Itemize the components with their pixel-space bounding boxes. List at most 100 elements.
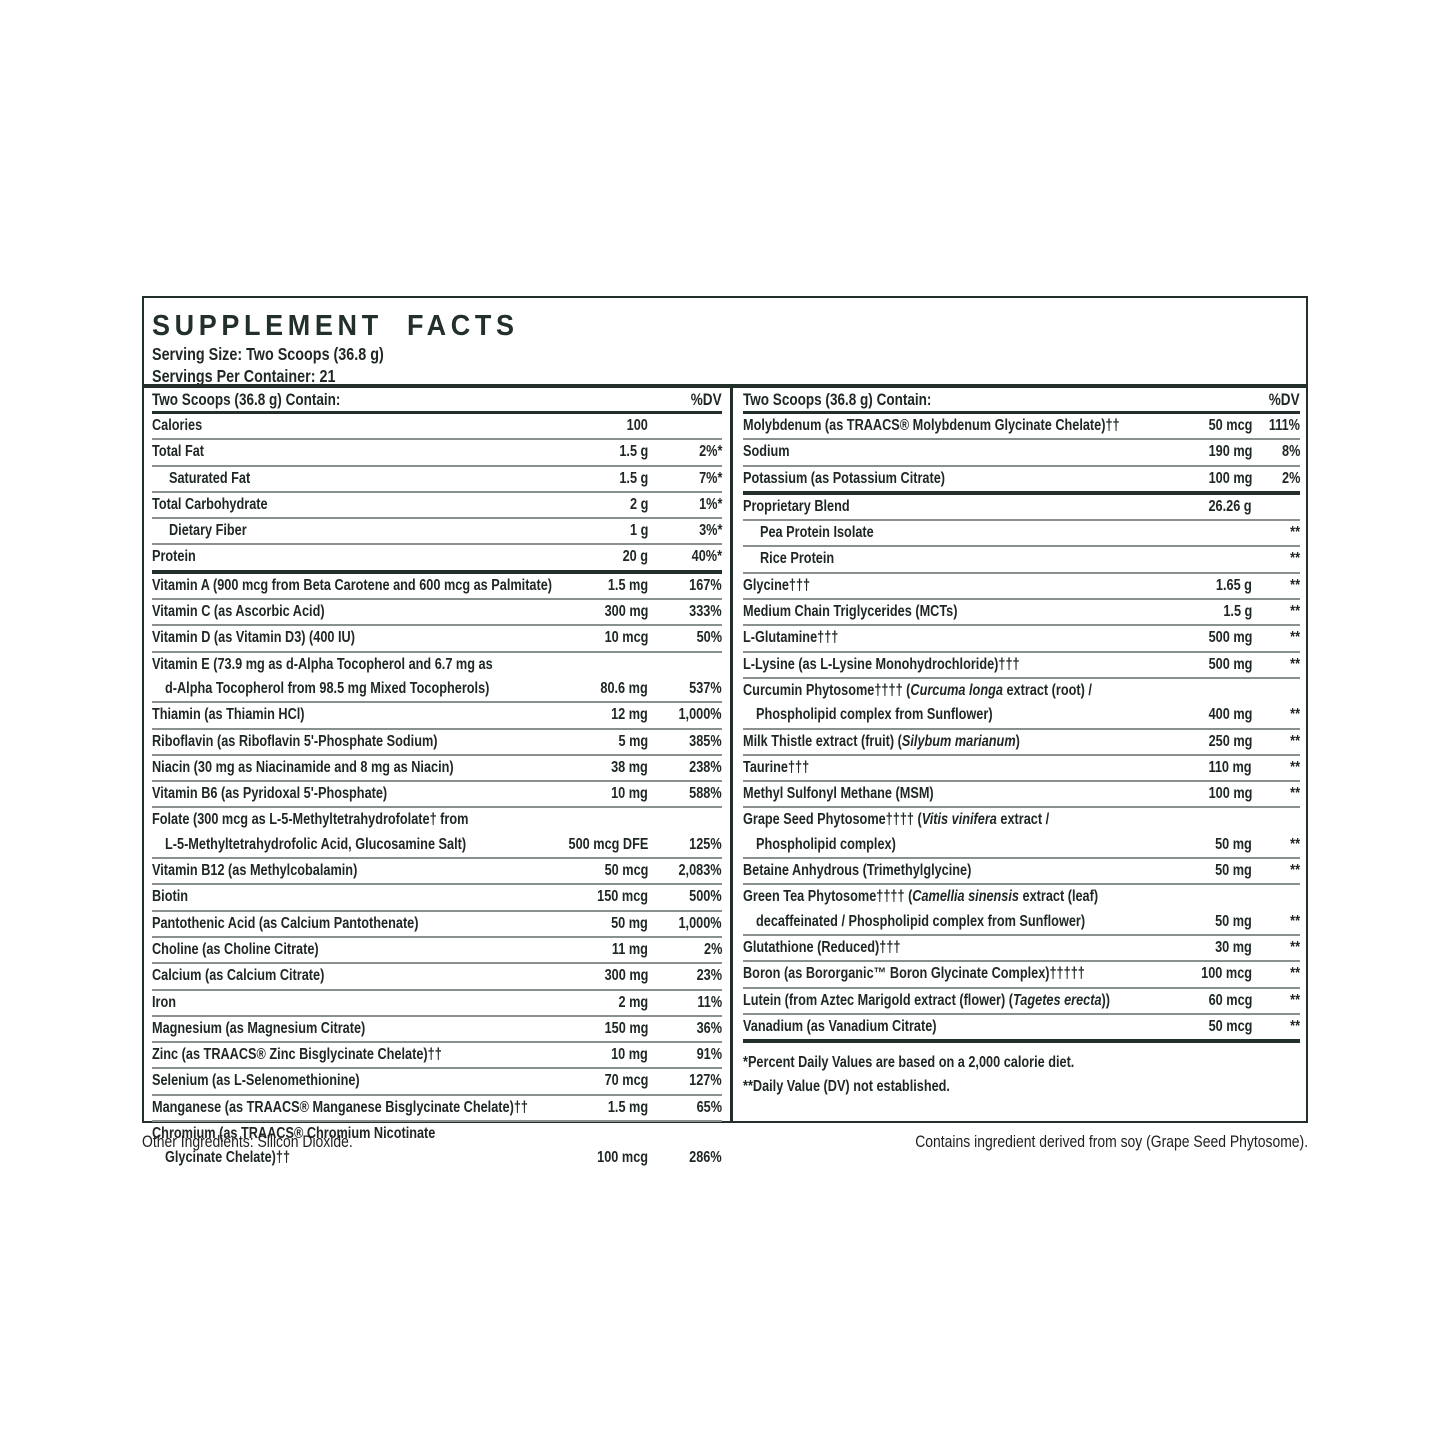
amount-text: 100 mcg: [597, 1149, 648, 1167]
dv-text: **: [1290, 524, 1300, 542]
name-segment: decaffeinated / Phospholipid complex fro…: [756, 912, 1086, 930]
row-line: Glycine††† 1.65 g **: [743, 574, 1300, 598]
ingredient-amount: 100 mcg: [536, 1146, 648, 1170]
name-segment: Protein: [152, 548, 196, 566]
row-line: Vitamin E (73.9 mg as d-Alpha Tocopherol…: [152, 653, 722, 677]
name-segment: Magnesium (as Magnesium Citrate): [152, 1019, 366, 1037]
name-segment: Glycine†††: [743, 576, 811, 594]
table-row: Folate (300 mcg as L-5-Methyltetrahydrof…: [152, 806, 722, 857]
ingredient-name-text: Glutathione (Reduced)†††: [743, 936, 900, 960]
row-line: Potassium (as Potassium Citrate) 100 mg 2%: [743, 467, 1300, 491]
ingredient-dv: **: [1252, 989, 1300, 1013]
table-row: Magnesium (as Magnesium Citrate) 150 mg 36…: [152, 1014, 722, 1041]
dv-text: 2%*: [698, 443, 722, 461]
ingredient-dv: **: [1252, 910, 1300, 934]
name-segment: Curcumin Phytosome†††† (: [743, 681, 911, 699]
row-line: Green Tea Phytosome†††† (Camellia sinens…: [743, 885, 1300, 909]
row-line: Manganese (as TRAACS® Manganese Bisglyci…: [152, 1096, 722, 1120]
name-segment: Chromium (as TRAACS® Chromium Nicotinate: [152, 1125, 436, 1143]
ingredient-name: Glutathione (Reduced)†††: [743, 936, 1144, 960]
name-segment: Betaine Anhydrous (Trimethylglycine): [743, 862, 972, 880]
name-segment: Vitamin B6 (as Pyridoxal 5'-Phosphate): [152, 785, 388, 803]
name-segment: Folate (300 mcg as L-5-Methyltetrahydrof…: [152, 811, 469, 829]
ingredient-name-text: Potassium (as Potassium Citrate): [743, 467, 945, 491]
ingredient-amount: 20 g: [536, 545, 648, 569]
ingredient-name: Vitamin B12 (as Methylcobalamin): [152, 859, 536, 883]
name-segment: Grape Seed Phytosome†††† (: [743, 811, 922, 829]
ingredient-amount: 100 mg: [1144, 467, 1252, 491]
ingredient-name-text: Betaine Anhydrous (Trimethylglycine): [743, 859, 971, 883]
ingredient-name: Vitamin C (as Ascorbic Acid): [152, 600, 536, 624]
ingredient-name: Taurine†††: [743, 756, 1144, 780]
dv-text: 286%: [689, 1149, 722, 1167]
amount-text: 50 mcg: [604, 862, 648, 880]
ingredient-amount: 12 mg: [536, 703, 648, 727]
column-header-text: Two Scoops (36.8 g) Contain:: [743, 391, 932, 409]
dv-text: **: [1290, 785, 1300, 803]
dv-text: **: [1290, 991, 1300, 1009]
table-row: Vitamin E (73.9 mg as d-Alpha Tocopherol…: [152, 650, 722, 702]
footnote: **Daily Value (DV) not established.: [743, 1075, 1300, 1099]
ingredient-name: Total Fat: [152, 440, 536, 464]
ingredient-name: Manganese (as TRAACS® Manganese Bisglyci…: [152, 1096, 536, 1120]
ingredient-name: Riboflavin (as Riboflavin 5'-Phosphate S…: [152, 730, 536, 754]
dv-text: 1,000%: [678, 914, 722, 932]
nutrients-column-right: Two Scoops (36.8 g) Contain: %DV Molybde…: [743, 388, 1300, 1121]
row-line: Glutathione (Reduced)††† 30 mg **: [743, 936, 1300, 960]
ingredient-name: Selenium (as L-Selenomethionine): [152, 1069, 536, 1093]
ingredient-amount: 70 mcg: [536, 1069, 648, 1093]
table-row: Green Tea Phytosome†††† (Camellia sinens…: [743, 883, 1300, 934]
ingredient-name: decaffeinated / Phospholipid complex fro…: [743, 910, 1144, 934]
dv-text: 91%: [696, 1046, 722, 1064]
ingredient-amount: 30 mg: [1144, 936, 1252, 960]
ingredient-name: Glycine†††: [743, 574, 1144, 598]
row-line: Folate (300 mcg as L-5-Methyltetrahydrof…: [152, 808, 722, 832]
dv-text: 238%: [689, 758, 722, 776]
row-line: Sodium 190 mg 8%: [743, 440, 1300, 464]
amount-text: 11 mg: [611, 940, 648, 958]
table-row: Potassium (as Potassium Citrate) 100 mg 2%: [743, 464, 1300, 491]
latin-name-italic: Vitis vinifera: [921, 811, 997, 829]
name-segment: Choline (as Choline Citrate): [152, 940, 319, 958]
row-line: Vitamin D (as Vitamin D3) (400 IU) 10 mcg…: [152, 626, 722, 650]
amount-text: 60 mcg: [1208, 991, 1252, 1009]
header-rule: [144, 384, 1306, 388]
serving-size-line: Serving Size: Two Scoops (36.8 g): [152, 343, 1298, 365]
row-line: Rice Protein **: [743, 547, 1300, 571]
dv-text: **: [1290, 629, 1300, 647]
ingredient-amount: 2 mg: [536, 991, 648, 1015]
ingredient-dv: 500%: [648, 885, 722, 909]
dv-text: **: [1290, 912, 1300, 930]
amount-text: 2 mg: [618, 993, 648, 1011]
name-segment: L-5-Methyltetrahydrofolic Acid, Glucosam…: [165, 835, 467, 853]
dv-text: 11%: [697, 993, 722, 1011]
ingredient-amount: 1.5 g: [536, 467, 648, 491]
name-segment: Potassium (as Potassium Citrate): [743, 469, 946, 487]
ingredient-name-text: Total Carbohydrate: [152, 493, 268, 517]
dv-text: **: [1290, 835, 1300, 853]
ingredient-name-text: Chromium (as TRAACS® Chromium Nicotinate: [152, 1122, 435, 1146]
nutrients-column-left: Two Scoops (36.8 g) Contain: %DV Calorie…: [152, 388, 722, 1166]
amount-text: 150 mg: [604, 1019, 648, 1037]
ingredient-amount: 100 mg: [1144, 782, 1252, 806]
name-segment: Molybdenum (as TRAACS® Molybdenum Glycin…: [743, 417, 1120, 434]
row-line: Medium Chain Triglycerides (MCTs) 1.5 g **: [743, 600, 1300, 624]
amount-text: 5 mg: [618, 732, 648, 750]
supplement-facts-panel: SUPPLEMENT FACTS Serving Size: Two Scoop…: [142, 296, 1308, 1166]
ingredient-name: Proprietary Blend: [743, 495, 1144, 519]
ingredient-name-text: Riboflavin (as Riboflavin 5'-Phosphate S…: [152, 730, 438, 754]
amount-text: 100: [626, 417, 648, 434]
dv-text: **: [1290, 603, 1300, 621]
dv-text: **: [1290, 938, 1300, 956]
ingredient-name: Vitamin E (73.9 mg as d-Alpha Tocopherol…: [152, 653, 722, 677]
ingredient-name-text: Boron (as Bororganic™ Boron Glycinate Co…: [743, 962, 1085, 986]
name-segment: Vitamin A (900 mcg from Beta Carotene an…: [152, 576, 553, 594]
dv-text: 40%*: [691, 548, 722, 566]
footnote: *Percent Daily Values are based on a 2,0…: [743, 1051, 1300, 1075]
ingredient-name-text: Sodium: [743, 440, 790, 464]
ingredient-name-text: Rice Protein: [760, 547, 834, 571]
amount-text: 20 g: [622, 548, 648, 566]
row-line: Betaine Anhydrous (Trimethylglycine) 50 m…: [743, 859, 1300, 883]
ingredient-dv: 3%*: [648, 519, 722, 543]
footnote-text: **Daily Value (DV) not established.: [743, 1077, 950, 1095]
